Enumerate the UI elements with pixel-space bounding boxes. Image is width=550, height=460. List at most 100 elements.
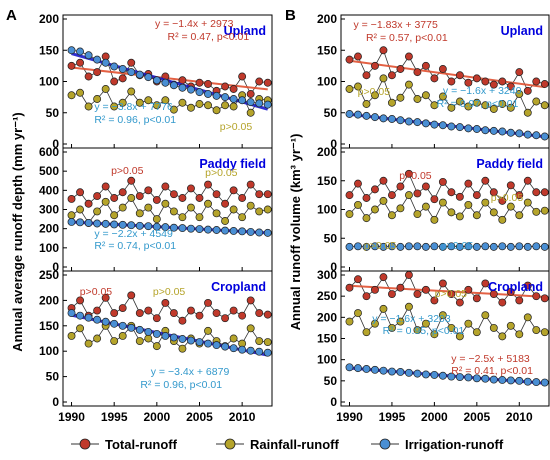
subplot-a-cropland: 0 50 100 150 200 250 1990 1995 2000 2005 2010 Cropl… xyxy=(39,268,273,424)
trend-annotation: y = −2.2x + 4549 xyxy=(94,228,173,240)
irrigation-runoff-point xyxy=(430,120,439,129)
rainfall-runoff-point xyxy=(523,198,532,207)
total-runoff-point xyxy=(481,77,490,86)
irrigation-runoff-point xyxy=(93,219,102,228)
total-runoff-point xyxy=(204,298,212,307)
rainfall-runoff-point xyxy=(413,210,422,219)
total-runoff-point xyxy=(354,179,362,188)
irrigation-runoff-point xyxy=(127,323,136,332)
total-runoff-point xyxy=(246,180,255,189)
irrigation-runoff-point xyxy=(221,342,230,351)
irrigation-runoff-point xyxy=(110,319,119,328)
trend-annotation: p>0.05 xyxy=(435,288,468,300)
total-runoff-point xyxy=(195,78,204,87)
irrigation-runoff-point xyxy=(455,123,464,132)
rainfall-runoff-point xyxy=(472,211,481,220)
total-runoff-point xyxy=(387,290,396,298)
rainfall-runoff-point xyxy=(187,103,195,112)
total-runoff-point xyxy=(345,55,354,64)
rainfall-runoff-point xyxy=(371,205,379,214)
trend-annotation: y = −3.8x + 7776 xyxy=(94,101,173,113)
rainfall-runoff-point xyxy=(523,108,532,117)
irrigation-runoff-point xyxy=(455,373,464,381)
trend-annotation: y = −1.83x + 3775 xyxy=(353,19,438,31)
total-runoff-line xyxy=(71,294,268,322)
irrigation-runoff-point xyxy=(523,130,532,139)
irrigation-runoff-point xyxy=(481,242,490,251)
subplot-title: Upland xyxy=(224,24,266,38)
rainfall-runoff-point xyxy=(447,208,456,217)
y-tick-label: 150 xyxy=(39,43,59,57)
total-runoff-point xyxy=(354,52,362,61)
total-runoff-point xyxy=(93,68,102,77)
irrigation-runoff-point xyxy=(238,96,247,105)
irrigation-runoff-point xyxy=(430,242,439,251)
irrigation-runoff-point xyxy=(379,366,388,375)
y-tick-label: 600 xyxy=(39,145,59,159)
irrigation-runoff-point xyxy=(481,374,490,383)
irrigation-runoff-point xyxy=(421,242,430,251)
total-runoff-point xyxy=(67,61,76,70)
rainfall-runoff-point xyxy=(144,334,153,343)
y-tick-label: 0 xyxy=(52,260,59,274)
total-runoff-point xyxy=(472,294,481,303)
rainfall-runoff-point xyxy=(246,324,255,333)
legend-item-total-runoff: Total-runoff xyxy=(71,437,178,452)
irrigation-runoff-point xyxy=(438,371,447,380)
y-tick-label: 200 xyxy=(39,12,59,26)
irrigation-runoff-point xyxy=(362,111,371,120)
irrigation-runoff-point xyxy=(118,220,127,229)
rainfall-runoff-point xyxy=(84,339,93,348)
rainfall-runoff-point xyxy=(455,97,464,106)
total-runoff-point xyxy=(255,77,264,86)
total-runoff-point xyxy=(144,306,153,315)
rainfall-runoff-point xyxy=(169,105,178,114)
rainfall-runoff-point xyxy=(404,80,413,89)
irrigation-runoff-point xyxy=(387,115,396,123)
irrigation-runoff-point xyxy=(532,131,541,140)
total-runoff-point xyxy=(371,61,379,70)
x-tick-label: 2005 xyxy=(463,410,490,424)
total-runoff-point xyxy=(413,290,422,298)
trend-annotation: p>0.05 xyxy=(364,240,397,252)
rainfall-runoff-point xyxy=(489,323,498,332)
total-runoff-point xyxy=(489,80,498,89)
total-runoff-point xyxy=(498,196,507,205)
rainfall-runoff-point xyxy=(229,102,238,111)
irrigation-runoff-line xyxy=(71,49,268,106)
total-runoff-point xyxy=(110,77,119,86)
total-runoff-point xyxy=(362,292,371,301)
rainfall-runoff-point xyxy=(481,311,490,320)
rainfall-runoff-point xyxy=(178,344,187,353)
total-runoff-point xyxy=(221,82,230,91)
irrigation-runoff-point xyxy=(178,224,187,233)
rainfall-runoff-point xyxy=(464,319,473,328)
rainfall-runoff-point xyxy=(362,100,371,108)
irrigation-runoff-point xyxy=(187,85,195,94)
trend-annotation: R² = 0.74, p<0.01 xyxy=(94,240,176,252)
total-runoff-point xyxy=(195,311,204,320)
total-runoff-trend-line xyxy=(71,66,268,91)
total-runoff-point xyxy=(362,71,371,80)
total-runoff-point xyxy=(413,68,422,77)
total-runoff-point xyxy=(144,186,153,195)
irrigation-runoff-point xyxy=(345,363,354,372)
irrigation-runoff-point xyxy=(540,378,549,387)
y-tick-label: 100 xyxy=(317,203,337,217)
rainfall-runoff-point xyxy=(455,332,464,341)
irrigation-runoff-point xyxy=(523,242,532,251)
rainfall-runoff-point xyxy=(246,108,255,117)
total-runoff-point xyxy=(152,314,161,323)
rainfall-runoff-point xyxy=(438,198,447,207)
total-runoff-point xyxy=(540,294,549,303)
subplot-title: Paddy field xyxy=(476,157,543,171)
total-runoff-point xyxy=(204,80,212,88)
total-runoff-point xyxy=(413,189,422,198)
rainfall-runoff-point xyxy=(204,199,212,208)
irrigation-runoff-point xyxy=(135,70,144,79)
rainfall-runoff-point xyxy=(93,207,102,216)
y-tick-label: 100 xyxy=(39,241,59,255)
rainfall-runoff-point xyxy=(101,85,110,93)
irrigation-runoff-point xyxy=(413,369,422,378)
irrigation-runoff-point xyxy=(229,95,238,103)
